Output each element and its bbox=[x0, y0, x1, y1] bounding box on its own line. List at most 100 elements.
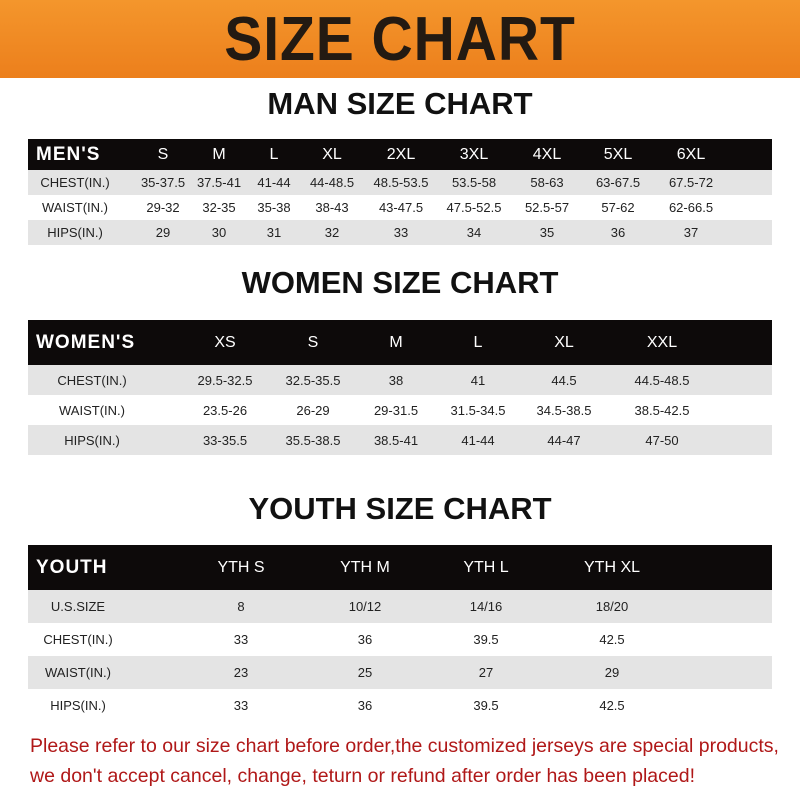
size-value: 14/16 bbox=[469, 599, 503, 614]
size-value: 35-38 bbox=[257, 200, 291, 215]
row-label: HIPS(IN.) bbox=[50, 698, 106, 713]
size-value: 44-47 bbox=[547, 432, 581, 448]
main-title: SIZE CHART bbox=[224, 4, 576, 74]
table-row: WAIST(IN.) 23 25 27 29 bbox=[28, 656, 772, 689]
size-value: 26-29 bbox=[296, 402, 330, 418]
size-value: 18/20 bbox=[595, 599, 629, 614]
size-value: 34 bbox=[466, 225, 482, 240]
size-value: 44.5 bbox=[551, 372, 577, 388]
size-value: YTH L bbox=[463, 558, 509, 576]
row-label: MEN'S bbox=[36, 143, 101, 165]
size-value: 31.5-34.5 bbox=[450, 402, 506, 418]
size-value: 2XL bbox=[386, 145, 416, 163]
size-value: XS bbox=[214, 333, 236, 351]
size-value: 33 bbox=[233, 632, 249, 647]
row-label: WAIST(IN.) bbox=[42, 200, 108, 215]
size-value: 35 bbox=[539, 225, 555, 240]
table-row: HIPS(IN.) 33-35.5 35.5-38.5 38.5-41 41-44 44-… bbox=[28, 425, 772, 455]
table-row: WAIST(IN.) 29-32 32-35 35-38 38-43 43-47.5 47.… bbox=[28, 195, 772, 220]
row-label: CHEST(IN.) bbox=[43, 632, 113, 647]
size-value: 38.5-41 bbox=[373, 432, 419, 448]
banner: SIZE CHART bbox=[0, 0, 800, 78]
size-value: 47.5-52.5 bbox=[446, 200, 502, 215]
size-value: YTH S bbox=[217, 558, 265, 576]
table-row: CHEST(IN.) 33 36 39.5 42.5 bbox=[28, 623, 772, 656]
size-value: 10/12 bbox=[348, 599, 382, 614]
table-row: CHEST(IN.) 29.5-32.5 32.5-35.5 38 41 44.5 44.5… bbox=[28, 365, 772, 395]
table-header-row: MEN'S S M L XL 2XL 3XL 4XL 5XL 6XL bbox=[28, 139, 772, 170]
size-value: YTH XL bbox=[583, 558, 641, 576]
size-value: 36 bbox=[610, 225, 626, 240]
size-value: 6XL bbox=[676, 145, 706, 163]
table-header-row: WOMEN'S XS S M L XL XXL bbox=[28, 320, 772, 365]
row-label: WAIST(IN.) bbox=[59, 402, 125, 418]
size-value: 25 bbox=[357, 665, 373, 680]
size-value: XL bbox=[322, 145, 342, 163]
youth-section-title: YOUTH SIZE CHART bbox=[248, 491, 552, 526]
size-value: 47-50 bbox=[645, 432, 679, 448]
size-value: 53.5-58 bbox=[451, 175, 497, 190]
row-label: YOUTH bbox=[36, 556, 108, 578]
size-value: 42.5 bbox=[599, 632, 625, 647]
size-value: 62-66.5 bbox=[668, 200, 714, 215]
size-value: 38-43 bbox=[315, 200, 349, 215]
size-value: M bbox=[212, 145, 226, 163]
size-value: 37.5-41 bbox=[196, 175, 242, 190]
size-value: 27 bbox=[478, 665, 494, 680]
size-value: 38.5-42.5 bbox=[634, 402, 690, 418]
size-value: 34.5-38.5 bbox=[536, 402, 592, 418]
size-value: XXL bbox=[646, 333, 678, 351]
size-value: M bbox=[389, 333, 403, 351]
size-value: 44.5-48.5 bbox=[634, 372, 690, 388]
size-value: 30 bbox=[211, 225, 227, 240]
size-value: 58-63 bbox=[530, 175, 564, 190]
size-value: 29 bbox=[155, 225, 171, 240]
notice-line-2: we don't accept cancel, change, teturn o… bbox=[30, 765, 695, 787]
size-value: 31 bbox=[266, 225, 282, 240]
row-label: HIPS(IN.) bbox=[47, 225, 103, 240]
row-label: HIPS(IN.) bbox=[64, 432, 120, 448]
size-value: 32-35 bbox=[202, 200, 236, 215]
row-label: WAIST(IN.) bbox=[45, 665, 111, 680]
size-value: 39.5 bbox=[473, 632, 499, 647]
size-value: 48.5-53.5 bbox=[373, 175, 429, 190]
row-label: CHEST(IN.) bbox=[57, 372, 127, 388]
size-value: 29-31.5 bbox=[373, 402, 419, 418]
size-value: 33-35.5 bbox=[202, 432, 248, 448]
size-value: 37 bbox=[683, 225, 699, 240]
size-value: 32.5-35.5 bbox=[285, 372, 341, 388]
women-section-title: WOMEN SIZE CHART bbox=[241, 265, 559, 300]
size-value: 32 bbox=[324, 225, 340, 240]
size-value: 33 bbox=[233, 698, 249, 713]
size-value: 36 bbox=[357, 632, 373, 647]
table-row: U.S.SIZE 8 10/12 14/16 18/20 bbox=[28, 590, 772, 623]
size-value: 42.5 bbox=[599, 698, 625, 713]
size-value: 67.5-72 bbox=[668, 175, 714, 190]
table-row: HIPS(IN.) 29 30 31 32 33 34 35 36 37 bbox=[28, 220, 772, 245]
size-value: 52.5-57 bbox=[524, 200, 570, 215]
size-value: 23.5-26 bbox=[202, 402, 248, 418]
size-value: 29 bbox=[604, 665, 620, 680]
size-value: 35.5-38.5 bbox=[285, 432, 341, 448]
size-value: 29-32 bbox=[146, 200, 180, 215]
row-label: CHEST(IN.) bbox=[40, 175, 110, 190]
size-value: 57-62 bbox=[601, 200, 635, 215]
size-value: 5XL bbox=[603, 145, 633, 163]
size-value: 63-67.5 bbox=[595, 175, 641, 190]
size-value: 41-44 bbox=[257, 175, 291, 190]
notice-line-1: Please refer to our size chart before or… bbox=[30, 735, 779, 757]
row-label: U.S.SIZE bbox=[50, 599, 106, 614]
size-value: 36 bbox=[357, 698, 373, 713]
size-value: 39.5 bbox=[473, 698, 499, 713]
size-value: 35-37.5 bbox=[140, 175, 186, 190]
table-header-row: YOUTH YTH S YTH M YTH L YTH XL bbox=[28, 545, 772, 590]
row-label: WOMEN'S bbox=[36, 331, 136, 353]
size-value: 41 bbox=[470, 372, 486, 388]
size-value: 33 bbox=[393, 225, 409, 240]
size-value: 29.5-32.5 bbox=[197, 372, 253, 388]
size-value: 44-48.5 bbox=[309, 175, 355, 190]
table-row: WAIST(IN.) 23.5-26 26-29 29-31.5 31.5-34.5 34… bbox=[28, 395, 772, 425]
size-value: 43-47.5 bbox=[378, 200, 424, 215]
size-value: 8 bbox=[237, 599, 245, 614]
size-value: 3XL bbox=[459, 145, 489, 163]
